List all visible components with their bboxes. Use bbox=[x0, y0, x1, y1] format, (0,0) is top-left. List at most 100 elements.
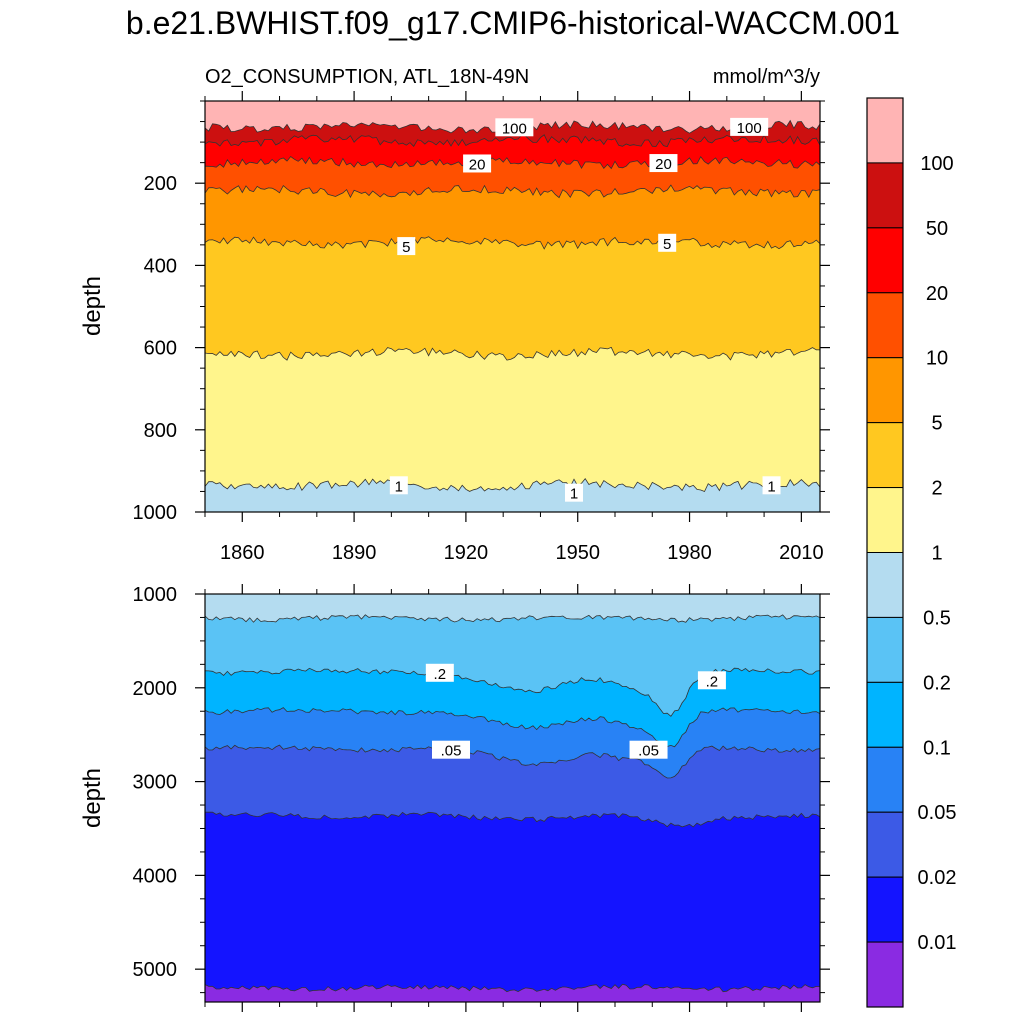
upper-contour-label-text: 5 bbox=[402, 239, 410, 256]
upper-x-tick-label: 2010 bbox=[779, 542, 824, 564]
upper-contour-line-50 bbox=[205, 133, 820, 148]
lower-contour-label: .05 bbox=[432, 740, 470, 760]
upper-contour-label-bg bbox=[565, 483, 583, 502]
colorbar-tick-label: 50 bbox=[926, 218, 948, 240]
upper-contour-label-text: 20 bbox=[469, 156, 486, 173]
upper-x-tick-label: 1860 bbox=[220, 542, 265, 564]
upper-y-axis-label: depth bbox=[79, 276, 106, 336]
upper-x-tick-label: 1980 bbox=[667, 542, 712, 564]
upper-contour-line-2 bbox=[205, 346, 820, 361]
colorbar-swatch bbox=[866, 552, 904, 618]
upper-contour-line-20 bbox=[205, 155, 820, 170]
colorbar-swatch bbox=[866, 97, 904, 164]
lower-contour-label: .2 bbox=[425, 663, 454, 683]
upper-contour-label-text: 5 bbox=[663, 236, 671, 253]
lower-contour-label-text: .2 bbox=[706, 673, 719, 690]
upper-contour-label-bg bbox=[463, 154, 492, 173]
upper-contour-label: 20 bbox=[463, 154, 492, 173]
upper-contour-label-text: 1 bbox=[570, 486, 578, 503]
upper-contour-panel: 1860 1890 1920 1950 1980 2010 200 400 600 800 1000… bbox=[133, 91, 830, 564]
upper-contour-label: 20 bbox=[649, 154, 678, 173]
upper-contour-label: 1 bbox=[762, 476, 781, 495]
colorbar-swatch bbox=[866, 876, 904, 943]
upper-y-tick-label: 400 bbox=[144, 255, 177, 277]
upper-contour-label: 100 bbox=[730, 117, 769, 137]
upper-contour-label-bg bbox=[762, 476, 781, 495]
upper-band-below-2 bbox=[205, 347, 820, 512]
colorbar-tick-label: 5 bbox=[931, 413, 942, 435]
colorbar-swatch bbox=[866, 941, 904, 1008]
upper-contour-label-text: 20 bbox=[655, 156, 672, 173]
lower-contour-panel: 1000 2000 3000 4000 5000 .2 .2 .05 .05 bbox=[133, 584, 830, 1012]
lower-contour-line-0.1 bbox=[205, 707, 820, 748]
upper-y-tick-label: 1000 bbox=[133, 502, 178, 524]
colorbar: 100 50 20 10 5 2 1 0.5 0.2 0.1 0.05 0.02 0.01 bbox=[866, 97, 957, 1008]
upper-band-below-1 bbox=[205, 478, 820, 512]
lower-y-tick-label: 4000 bbox=[133, 865, 178, 887]
upper-subtitle-left: O2_CONSUMPTION, ATL_18N-49N bbox=[205, 66, 529, 88]
lower-contour-line-0.05 bbox=[205, 744, 820, 779]
lower-contour-line-0.5 bbox=[205, 614, 820, 623]
upper-contour-label-text: 100 bbox=[737, 120, 762, 137]
colorbar-tick-label: 100 bbox=[920, 153, 953, 175]
colorbar-tick-label: 10 bbox=[926, 348, 948, 370]
colorbar-swatch bbox=[866, 487, 904, 554]
upper-contour-label-bg bbox=[495, 118, 534, 137]
colorbar-swatch bbox=[866, 227, 904, 294]
colorbar-swatch bbox=[866, 422, 904, 489]
upper-contour-line-1 bbox=[205, 478, 820, 493]
upper-contour-label-bg bbox=[397, 237, 416, 256]
colorbar-tick-label: 0.05 bbox=[918, 802, 957, 824]
lower-contour-label-bg bbox=[425, 663, 454, 682]
upper-y-tick-label: 200 bbox=[144, 173, 177, 195]
upper-contour-label-text: 100 bbox=[502, 120, 527, 137]
upper-contour-line-5 bbox=[205, 236, 820, 250]
colorbar-tick-label: 0.1 bbox=[923, 737, 951, 759]
upper-subtitle-right: mmol/m^3/y bbox=[713, 66, 820, 88]
lower-y-tick-label: 3000 bbox=[133, 772, 178, 794]
upper-x-tick-label: 1920 bbox=[444, 542, 489, 564]
upper-x-tick-label: 1950 bbox=[555, 542, 600, 564]
lower-band-below-0.02 bbox=[205, 812, 820, 1002]
colorbar-tick-label: 0.01 bbox=[918, 932, 957, 954]
colorbar-frame bbox=[866, 97, 904, 1008]
upper-contour-label: 100 bbox=[495, 118, 534, 137]
upper-y-tick-label: 600 bbox=[144, 338, 177, 360]
lower-plot-frame bbox=[204, 593, 821, 1003]
upper-contour-label: 1 bbox=[565, 483, 583, 503]
upper-contour-label-bg bbox=[658, 233, 677, 252]
upper-y-tick-label: 800 bbox=[144, 420, 177, 442]
upper-contour-label-text: 1 bbox=[395, 478, 403, 495]
colorbar-swatch bbox=[866, 746, 904, 813]
lower-contour-label: .05 bbox=[629, 740, 668, 760]
lower-contour-label-text: .2 bbox=[434, 666, 447, 683]
lower-contour-label-text: .05 bbox=[441, 743, 462, 760]
colorbar-tick-label: 0.02 bbox=[918, 867, 957, 889]
colorbar-tick-label: 20 bbox=[926, 283, 948, 305]
colorbar-swatch bbox=[866, 357, 904, 424]
upper-contour-label: 5 bbox=[658, 233, 677, 253]
lower-contour-line-0.01 bbox=[205, 983, 820, 993]
colorbar-swatch bbox=[866, 162, 904, 229]
lower-contour-label-bg bbox=[432, 740, 470, 759]
colorbar-tick-label: 1 bbox=[931, 543, 942, 565]
lower-y-tick-label: 2000 bbox=[133, 678, 178, 700]
upper-contour-label: 5 bbox=[397, 237, 416, 256]
upper-contour-label: 1 bbox=[389, 476, 408, 495]
colorbar-tick-label: 0.2 bbox=[923, 672, 951, 694]
colorbar-swatch bbox=[866, 616, 904, 683]
upper-contour-label-bg bbox=[730, 117, 769, 136]
colorbar-swatch bbox=[866, 811, 904, 878]
upper-contour-line-10 bbox=[205, 184, 820, 199]
upper-contour-label-bg bbox=[649, 154, 678, 173]
colorbar-swatch bbox=[866, 681, 904, 748]
lower-contour-label: .2 bbox=[697, 671, 726, 690]
upper-contour-label-text: 1 bbox=[767, 478, 775, 495]
colorbar-swatch bbox=[866, 292, 904, 359]
lower-y-tick-label: 5000 bbox=[133, 959, 178, 981]
upper-x-tick-label: 1890 bbox=[332, 542, 377, 564]
lower-y-axis-label: depth bbox=[79, 768, 106, 828]
lower-contour-label-bg bbox=[697, 671, 726, 690]
